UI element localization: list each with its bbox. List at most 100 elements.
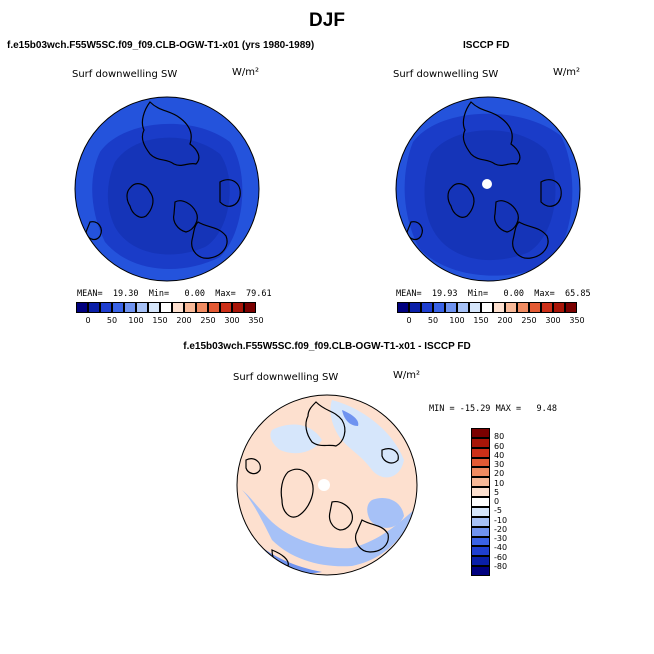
panel-1-max-value: 79.61: [246, 289, 272, 299]
difference-colorbar-tick-label: 10: [494, 478, 505, 488]
panel-1-min-value: 0.00: [184, 289, 206, 299]
difference-field-patch-4: [367, 497, 404, 528]
difference-colorbar-swatch: [471, 506, 490, 517]
panel-2-colorbar-ticks: 0 50 100 150 200 250 300 350: [397, 316, 584, 328]
panel-2-colorbar-swatch: [457, 302, 469, 313]
difference-field-patch-3: [270, 424, 322, 454]
panel-1-title: f.e15b03wch.F55W5SC.f09_f09.CLB-OGW-T1-x…: [7, 40, 315, 51]
panel-1-colorbar-swatch: [136, 302, 148, 313]
panel-2-units-label: W/m²: [553, 67, 581, 78]
panel-1-colorbar-swatch: [160, 302, 172, 313]
difference-units-label: W/m²: [393, 370, 421, 381]
panel-2-colorbar-tick-label: 0: [406, 316, 412, 325]
difference-colorbar-swatch: [471, 487, 490, 498]
panel-1-mean-label: MEAN=: [77, 289, 103, 299]
panel-2-colorbar-tick-label: 350: [569, 316, 585, 325]
panel-1-colorbar-swatch: [172, 302, 184, 313]
difference-max-value: 9.48: [536, 404, 557, 414]
panel-2-variable-label: Surf downwelling SW: [393, 69, 499, 80]
difference-colorbar-ticks: 80 60 40 30 20 10 5 0 -5 -10 -20 -30 -40 -60 -80: [494, 428, 534, 576]
panel-1-colorbar: [76, 302, 256, 313]
panel-2-mean-label: MEAN=: [396, 289, 422, 299]
difference-field-patch-6: [342, 410, 359, 426]
panel-2-colorbar-swatch: [397, 302, 409, 313]
panel-2-min-value: 0.00: [503, 289, 525, 299]
panel-1-colorbar-tick-label: 200: [176, 316, 192, 325]
panel-1-colorbar-swatch: [244, 302, 256, 313]
panel-2-colorbar-swatch: [421, 302, 433, 313]
difference-min-label: MIN =: [429, 404, 455, 414]
difference-colorbar-swatch: [471, 536, 490, 547]
panel-2-colorbar-swatch: [409, 302, 421, 313]
panel-2-map: [395, 96, 581, 282]
panel-2-colorbar-tick-label: 250: [521, 316, 537, 325]
panel-2-colorbar-swatch: [433, 302, 445, 313]
difference-colorbar-swatch: [471, 477, 490, 488]
difference-colorbar-tick-label: -5: [494, 506, 502, 516]
panel-2-max-value: 65.85: [565, 289, 591, 299]
panel-1-colorbar-tick-label: 100: [128, 316, 144, 325]
panel-1-max-label: Max=: [215, 289, 236, 299]
difference-colorbar-tick-label: -40: [494, 543, 508, 553]
panel-2-title: ISCCP FD: [463, 40, 510, 51]
panel-1-colorbar-tick-label: 50: [106, 316, 118, 325]
difference-colorbar-swatch: [471, 566, 490, 576]
panel-1-colorbar-tick-label: 150: [152, 316, 168, 325]
panel-1-colorbar-tick-label: 350: [248, 316, 264, 325]
difference-colorbar-swatch: [471, 428, 490, 438]
difference-colorbar-swatch: [471, 546, 490, 557]
panel-1-colorbar-ticks: 0 50 100 150 200 250 300 350: [76, 316, 263, 328]
difference-colorbar-tick-label: -10: [494, 515, 508, 525]
panel-2-colorbar-swatch: [553, 302, 565, 313]
panel-1-map: [74, 96, 260, 282]
panel-1-colorbar-swatch: [220, 302, 232, 313]
panel-2-colorbar: [397, 302, 577, 313]
panel-1-map-border: [74, 96, 260, 282]
panel-1-colorbar-swatch: [196, 302, 208, 313]
panel-2-colorbar-swatch: [493, 302, 505, 313]
difference-colorbar-tick-label: 20: [494, 469, 505, 479]
panel-2-stats: MEAN= 19.93 Min= 0.00 Max= 65.85: [396, 289, 591, 299]
difference-colorbar-tick-label: 40: [494, 450, 505, 460]
difference-colorbar-swatch: [471, 467, 490, 478]
difference-map: [236, 394, 418, 576]
difference-colorbar-tick-label: -80: [494, 561, 508, 571]
panel-1-colorbar-swatch: [112, 302, 124, 313]
panel-2-colorbar-tick-label: 300: [545, 316, 561, 325]
panel-2-colorbar-swatch: [565, 302, 577, 313]
panel-1-colorbar-tick-label: 250: [200, 316, 216, 325]
difference-min-value: -15.29: [459, 404, 491, 414]
difference-stats: MIN = -15.29 MAX = 9.48: [429, 404, 557, 414]
panel-2-colorbar-swatch: [505, 302, 517, 313]
panel-1-stats: MEAN= 19.30 Min= 0.00 Max= 79.61: [77, 289, 272, 299]
panel-2-pole-hole: [482, 179, 492, 189]
difference-colorbar-swatch: [471, 447, 490, 458]
panel-2-colorbar-swatch: [481, 302, 493, 313]
panel-2-colorbar-tick-label: 200: [497, 316, 513, 325]
difference-max-label: MAX =: [495, 404, 522, 414]
panel-2-min-label: Min=: [467, 289, 489, 299]
panel-1-variable-label: Surf downwelling SW: [72, 69, 178, 80]
panel-1-colorbar-tick-label: 300: [224, 316, 240, 325]
difference-title: f.e15b03wch.F55W5SC.f09_f09.CLB-OGW-T1-x…: [183, 341, 471, 352]
panel-2-colorbar-tick-label: 150: [473, 316, 489, 325]
difference-colorbar-tick-label: 0: [494, 497, 500, 506]
panel-1-colorbar-swatch: [124, 302, 136, 313]
panel-2-map-border: [395, 96, 581, 282]
difference-colorbar-swatch: [471, 526, 490, 537]
difference-map-border: [236, 394, 418, 576]
panel-1-mean-value: 19.30: [112, 289, 139, 299]
difference-colorbar: [471, 428, 490, 576]
difference-colorbar-swatch: [471, 457, 490, 468]
panel-1-field-inner: [107, 137, 230, 255]
difference-colorbar-tick-label: 60: [494, 441, 505, 451]
panel-1-colorbar-swatch: [208, 302, 220, 313]
difference-colorbar-tick-label: 5: [494, 487, 500, 497]
difference-colorbar-swatch: [471, 497, 490, 507]
difference-pole-hole: [318, 479, 330, 491]
panel-1-min-label: Min=: [148, 289, 170, 299]
difference-colorbar-tick-label: -60: [494, 552, 508, 562]
difference-colorbar-tick-label: 80: [494, 432, 505, 442]
panel-2-colorbar-tick-label: 50: [427, 316, 439, 325]
panel-2-colorbar-swatch: [469, 302, 481, 313]
